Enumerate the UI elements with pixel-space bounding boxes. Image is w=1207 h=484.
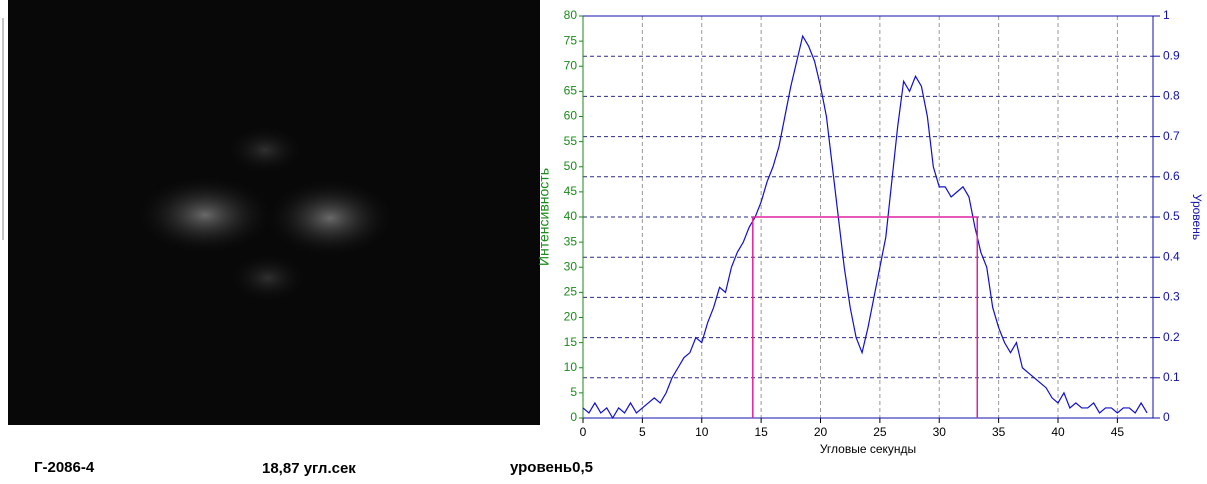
y-tick-label: 75 bbox=[564, 33, 578, 47]
y-tick-label: 5 bbox=[570, 385, 577, 399]
y2-tick-label: 0.4 bbox=[1163, 249, 1180, 263]
y-tick-label: 45 bbox=[564, 184, 578, 198]
x-tick-label: 45 bbox=[1111, 425, 1125, 439]
y2-tick-label: 0.3 bbox=[1163, 290, 1180, 304]
y-tick-label: 60 bbox=[564, 109, 578, 123]
x-tick-label: 30 bbox=[933, 425, 947, 439]
y-tick-label: 50 bbox=[564, 159, 578, 173]
y-tick-label: 35 bbox=[564, 234, 578, 248]
y2-tick-label: 0.1 bbox=[1163, 370, 1180, 384]
level-label: уровень0,5 bbox=[510, 459, 593, 476]
y-tick-label: 0 bbox=[570, 410, 577, 424]
beam-image bbox=[2, 0, 540, 425]
y2-tick-label: 0.6 bbox=[1163, 169, 1180, 183]
x-tick-label: 40 bbox=[1051, 425, 1065, 439]
y-tick-label: 30 bbox=[564, 259, 578, 273]
y2-tick-label: 0.2 bbox=[1163, 330, 1180, 344]
x-tick-label: 5 bbox=[639, 425, 646, 439]
y2-tick-label: 0.5 bbox=[1163, 209, 1180, 223]
y-tick-label: 25 bbox=[564, 285, 578, 299]
y-tick-label: 10 bbox=[564, 360, 578, 374]
y2-tick-label: 1 bbox=[1163, 8, 1170, 22]
series-line bbox=[582, 34, 1148, 420]
width-label: 18,87 угл.сек bbox=[262, 460, 356, 477]
x-tick-label: 35 bbox=[992, 425, 1006, 439]
y2-tick-label: 0.8 bbox=[1163, 89, 1180, 103]
sample-label: Г-2086-4 bbox=[34, 459, 95, 476]
x-axis-label: Угловые секунды bbox=[820, 442, 916, 456]
y2-tick-label: 0.9 bbox=[1163, 48, 1180, 62]
y-tick-label: 70 bbox=[564, 58, 578, 72]
x-tick-label: 25 bbox=[873, 425, 887, 439]
y-axis-label: Интенсивность bbox=[536, 168, 552, 266]
y-tick-label: 40 bbox=[564, 209, 578, 223]
y-tick-label: 80 bbox=[564, 8, 578, 22]
y2-tick-label: 0.7 bbox=[1163, 129, 1180, 143]
y2-tick-label: 0 bbox=[1163, 410, 1170, 424]
x-tick-label: 20 bbox=[814, 425, 828, 439]
x-tick-label: 15 bbox=[754, 425, 768, 439]
y2-axis-label: Уровень bbox=[1190, 194, 1204, 240]
y-tick-label: 20 bbox=[564, 310, 578, 324]
y-tick-label: 15 bbox=[564, 335, 578, 349]
y-tick-label: 65 bbox=[564, 84, 578, 98]
x-tick-label: 0 bbox=[580, 425, 587, 439]
x-tick-label: 10 bbox=[695, 425, 709, 439]
y-tick-label: 55 bbox=[564, 134, 578, 148]
